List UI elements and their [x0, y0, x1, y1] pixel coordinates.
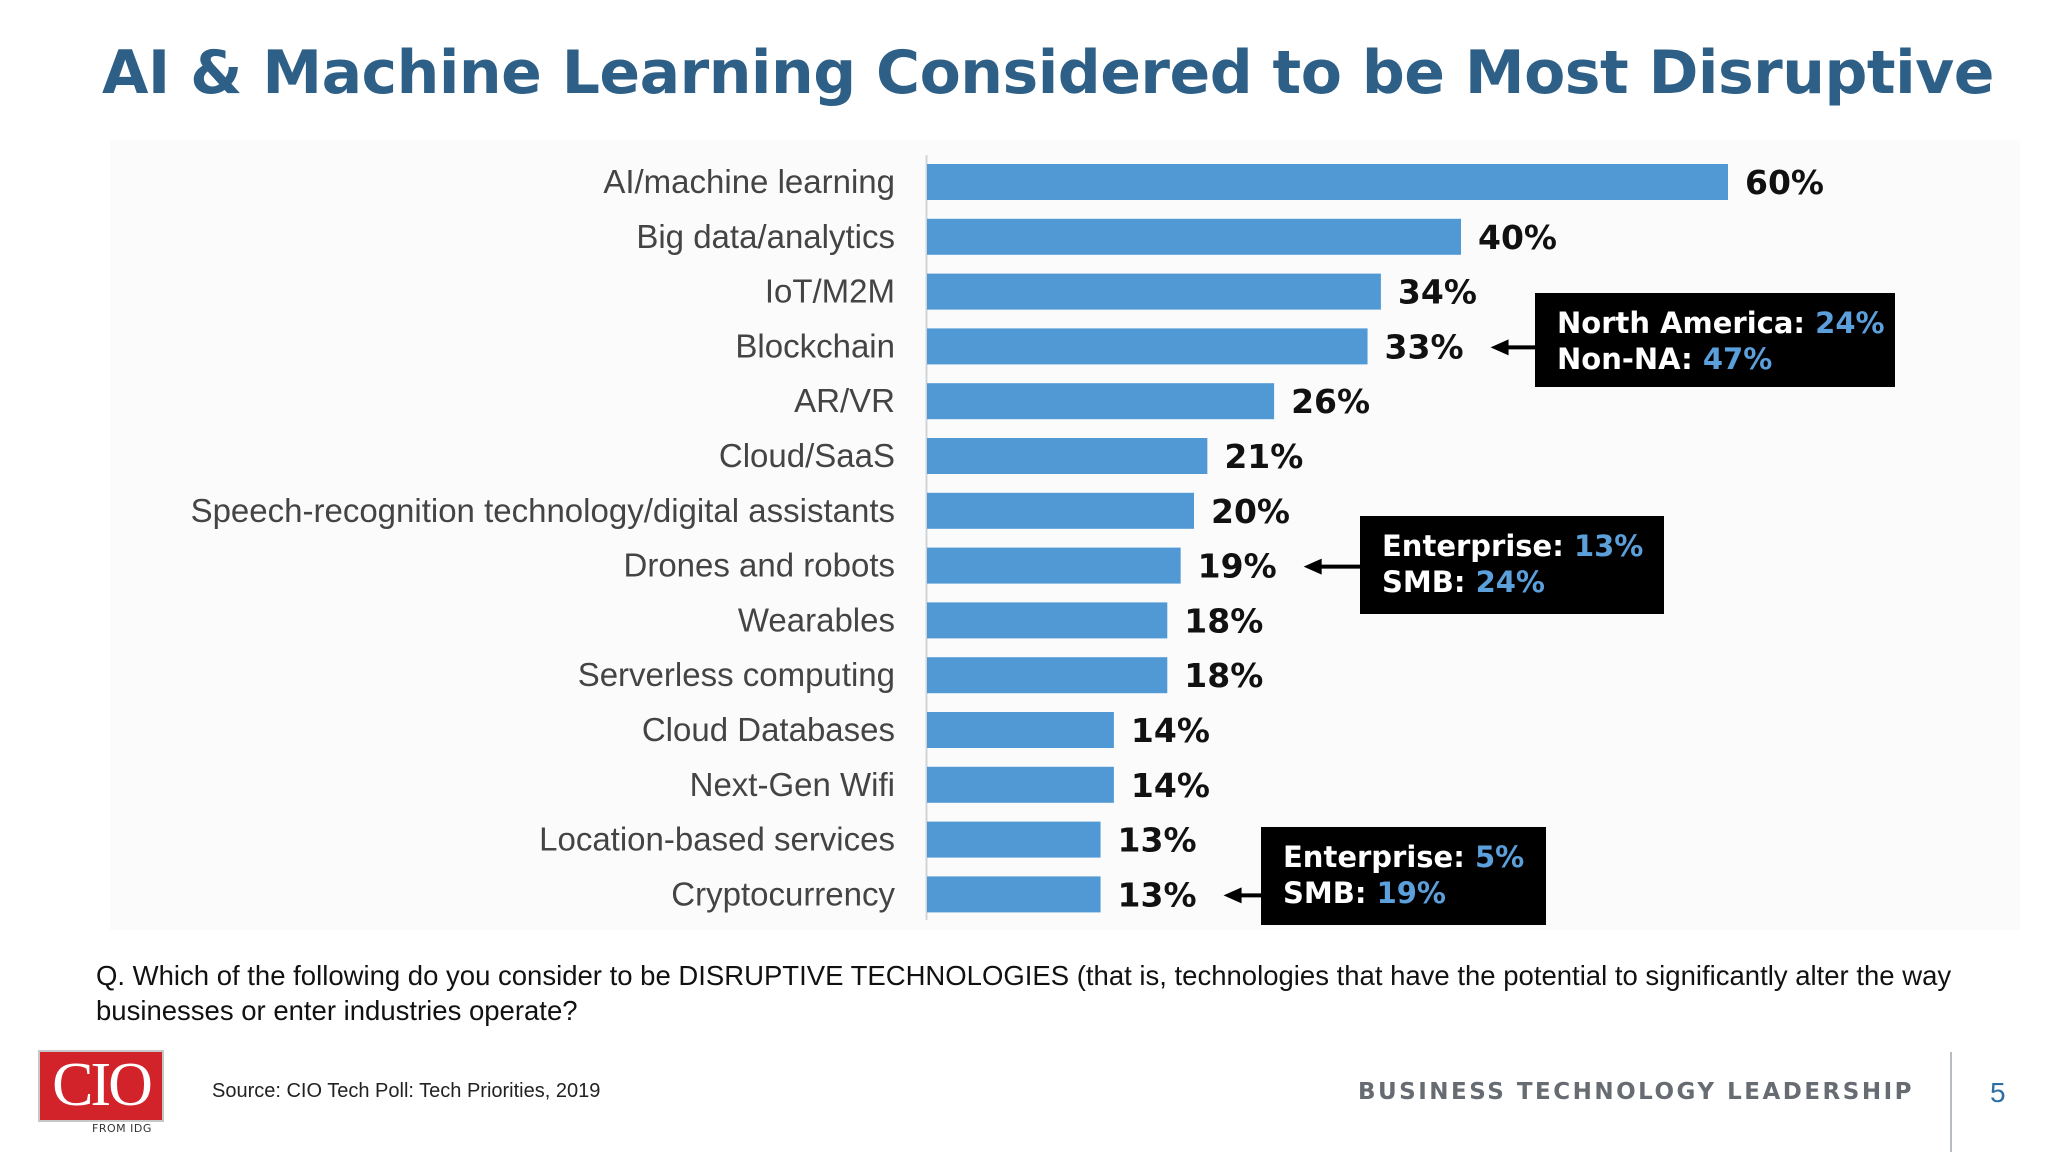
category-label: Cloud/SaaS	[719, 437, 895, 474]
callout-cryptocurrency: Enterprise: 5% SMB: 19%	[1261, 827, 1546, 925]
category-label: AR/VR	[794, 382, 895, 419]
value-label: 18%	[1184, 656, 1263, 695]
callout-drones: Enterprise: 13% SMB: 24%	[1360, 516, 1664, 614]
value-label: 13%	[1118, 875, 1197, 914]
page-number: 5	[1990, 1077, 2006, 1108]
callout-arrow-head	[1303, 558, 1322, 575]
callout-label: Enterprise:	[1382, 529, 1564, 563]
cio-logo: CIO	[38, 1050, 164, 1122]
bar	[927, 657, 1168, 694]
value-label: 13%	[1118, 821, 1197, 860]
category-label: Cryptocurrency	[671, 875, 895, 912]
source-note: Source: CIO Tech Poll: Tech Priorities, …	[212, 1080, 601, 1102]
callout-arrow-head	[1490, 339, 1509, 356]
callout-label: SMB:	[1382, 565, 1466, 599]
bar	[927, 876, 1101, 913]
category-label: Cloud Databases	[642, 711, 895, 748]
value-label: 34%	[1398, 273, 1477, 312]
callout-value: 47%	[1702, 342, 1773, 376]
value-label: 60%	[1745, 163, 1824, 202]
callout-arrow-head	[1223, 887, 1242, 904]
cio-logo-subtitle: FROM IDG	[92, 1122, 152, 1135]
category-label: Serverless computing	[578, 656, 895, 693]
category-label: IoT/M2M	[765, 273, 895, 310]
bar	[927, 164, 1728, 200]
category-label: Speech-recognition technology/digital as…	[191, 492, 895, 529]
bar	[927, 273, 1381, 310]
bar	[927, 492, 1194, 529]
value-label: 21%	[1224, 437, 1303, 476]
bar	[927, 383, 1275, 420]
brand-tagline: BUSINESS TECHNOLOGY LEADERSHIP	[1357, 1079, 1914, 1105]
callout-label: SMB:	[1283, 876, 1367, 910]
survey-question: Q. Which of the following do you conside…	[96, 960, 1952, 1026]
bar	[927, 218, 1461, 255]
bar	[927, 547, 1181, 584]
callout-label: Non-NA:	[1557, 342, 1693, 376]
category-label: Big data/analytics	[636, 218, 895, 255]
callout-label: Enterprise:	[1283, 840, 1465, 874]
bar	[927, 821, 1101, 858]
category-label: Wearables	[738, 601, 895, 638]
callout-value: 13%	[1573, 529, 1644, 563]
bar	[927, 712, 1114, 748]
value-label: 40%	[1478, 218, 1557, 257]
callout-value: 24%	[1475, 565, 1545, 599]
value-label: 14%	[1131, 711, 1210, 750]
bar	[927, 766, 1114, 803]
value-label: 19%	[1198, 547, 1277, 586]
callout-value: 19%	[1376, 876, 1446, 910]
value-label: 18%	[1184, 601, 1263, 640]
callout-value: 24%	[1815, 306, 1885, 340]
category-label: Drones and robots	[624, 547, 896, 584]
category-label: AI/machine learning	[603, 163, 895, 200]
callout-blockchain: North America: 24% Non-NA: 47%	[1535, 293, 1895, 387]
category-label: Location-based services	[539, 821, 895, 858]
bar	[927, 438, 1208, 474]
value-label: 26%	[1291, 382, 1370, 421]
category-label: Blockchain	[735, 327, 895, 364]
callout-label: North America:	[1557, 306, 1806, 340]
value-label: 14%	[1131, 766, 1210, 805]
bar	[927, 328, 1368, 365]
footer-divider	[1950, 1052, 1952, 1152]
value-label: 20%	[1211, 492, 1290, 531]
bar	[927, 602, 1168, 639]
category-label: Next-Gen Wifi	[690, 766, 895, 803]
value-label: 33%	[1385, 327, 1464, 366]
callout-value: 5%	[1474, 840, 1525, 874]
bar-chart: AI/machine learning 60% Big data/analytics…	[191, 155, 1824, 920]
slide-title: AI & Machine Learning Considered to be M…	[102, 38, 1994, 108]
